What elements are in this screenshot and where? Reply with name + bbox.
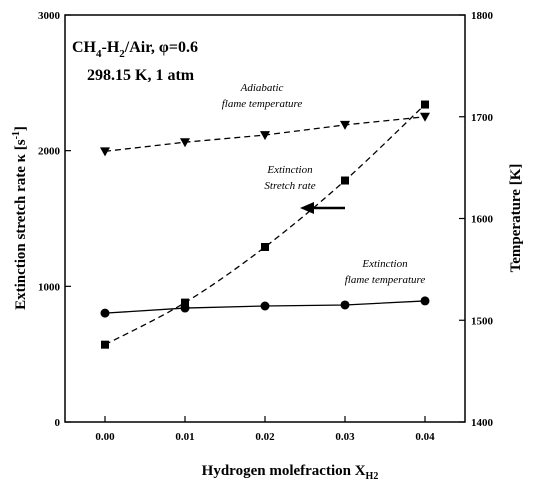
x-tick-label: 0.00 [95,431,115,443]
x-tick-label: 0.03 [335,431,355,443]
x-tick-label: 0.01 [175,431,194,443]
series-label-stretch-2: Stretch rate [264,180,315,192]
data-point-circle [340,300,350,310]
y-right-tick-label: 1500 [471,315,494,327]
data-point-circle [260,301,270,311]
y-left-tick-label: 2000 [38,146,61,158]
series-label-adiabatic-2: flame temperature [222,98,303,110]
data-point-circle [420,296,430,306]
conditions-line-1: CH4-H2/Air, φ=0.6 [72,39,198,60]
data-point-triangle [180,138,190,148]
data-point-triangle [420,112,430,122]
series-label-extinction-temp-2: flame temperature [345,274,426,286]
bottom-axis-ticks: 0.00 0.01 0.02 0.03 0.04 [95,416,435,443]
series-layer [100,100,430,349]
y-left-tick-label: 0 [55,417,61,429]
right-axis-ticks: 1400 1500 1600 1700 1800 [459,10,494,429]
conditions-line-2: 298.15 K, 1 atm [87,67,195,84]
y-right-tick-label: 1600 [471,214,494,226]
data-point-square [341,176,349,185]
y-left-tick-label: 1000 [38,281,61,293]
y-right-tick-label: 1700 [471,112,494,124]
left-arrow-icon [300,202,345,214]
data-point-square [421,100,429,109]
y-right-tick-label: 1400 [471,417,494,429]
series-label-adiabatic-1: Adiabatic [240,82,284,94]
y-left-tick-label: 3000 [38,10,61,22]
x-axis-title: Hydrogen molefraction XH2 [202,463,379,482]
data-point-circle [180,303,190,313]
series-line-2 [104,104,426,346]
y-right-tick-label: 1800 [471,10,494,22]
y-right-axis-title: Temperature [K] [508,164,524,273]
data-point-triangle [260,131,270,141]
series-label-extinction-temp-1: Extinction [361,258,408,270]
x-tick-label: 0.02 [255,431,275,443]
x-tick-label: 0.04 [415,431,435,443]
data-point-triangle [340,120,350,130]
data-point-circle [100,308,110,318]
data-point-square [101,340,109,349]
data-point-triangle [100,147,110,157]
y-left-axis-title: Extinction stretch rate κ [s-1] [11,126,29,310]
data-point-square [181,298,189,307]
left-axis-ticks: 0 1000 2000 3000 [38,10,71,429]
series-label-stretch-1: Extinction [266,164,313,176]
data-point-square [261,242,269,251]
